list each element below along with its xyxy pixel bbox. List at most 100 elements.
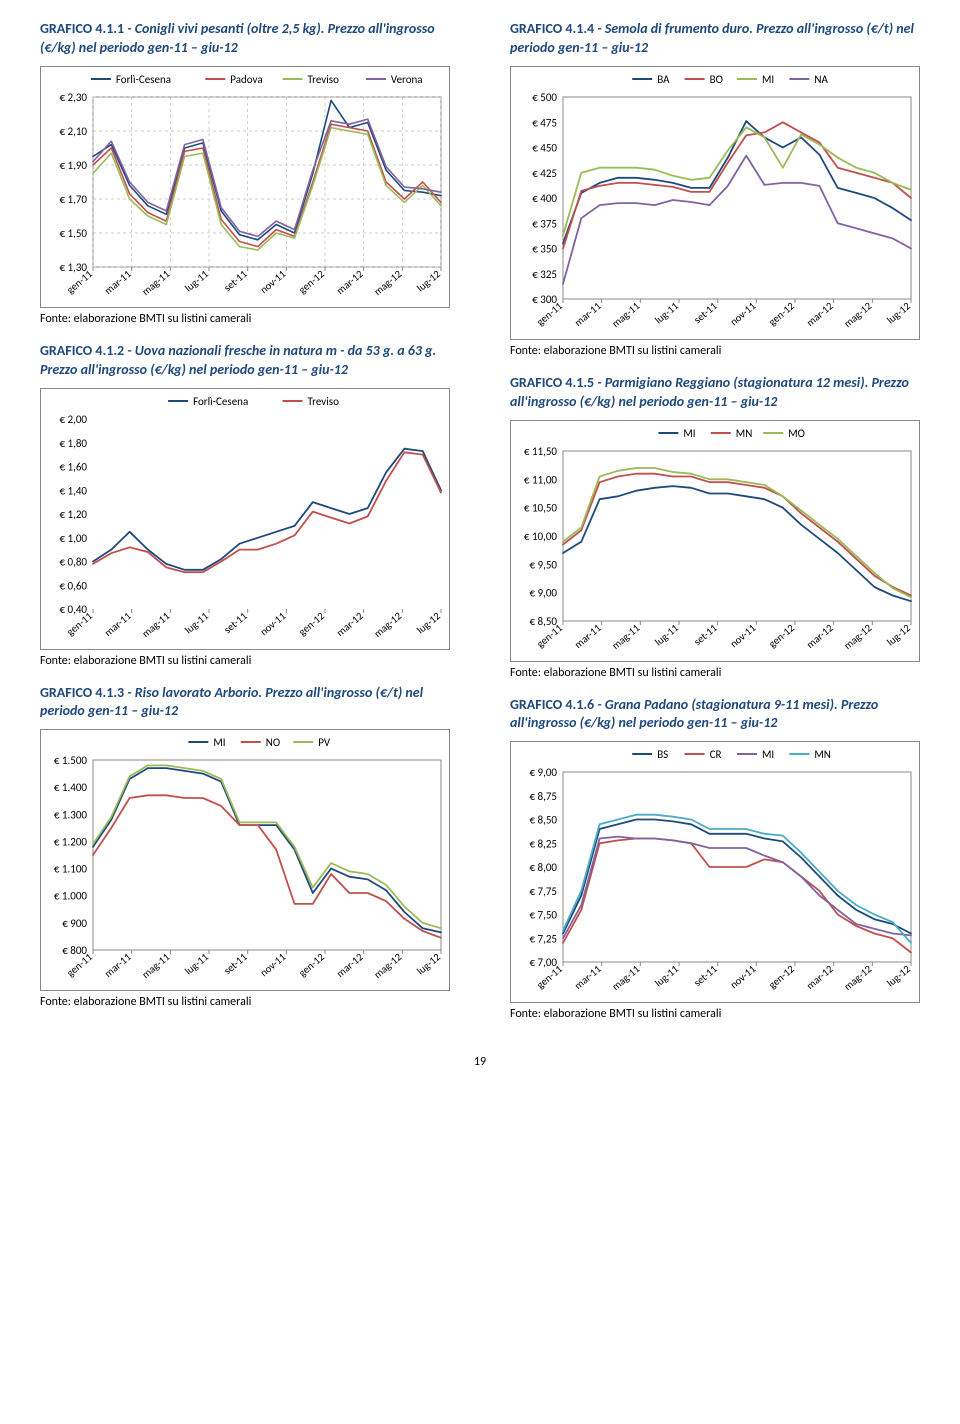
svg-text:NA: NA — [814, 73, 828, 86]
svg-text:€ 1.200: € 1.200 — [54, 836, 88, 849]
svg-text:mag-11: mag-11 — [609, 621, 642, 652]
svg-text:set-11: set-11 — [691, 963, 720, 990]
svg-text:€ 1.000: € 1.000 — [54, 890, 88, 903]
svg-text:Forlì-Cesena: Forlì-Cesena — [116, 73, 171, 86]
svg-text:MI: MI — [213, 736, 225, 749]
svg-text:lug-12: lug-12 — [884, 963, 913, 990]
svg-text:MI: MI — [762, 73, 774, 86]
svg-text:€ 1.100: € 1.100 — [54, 863, 88, 876]
svg-text:mag-12: mag-12 — [371, 951, 404, 982]
svg-text:€ 8,25: € 8,25 — [529, 838, 557, 851]
svg-text:gen-12: gen-12 — [296, 267, 327, 296]
svg-text:set-11: set-11 — [221, 609, 250, 636]
svg-text:lug-12: lug-12 — [884, 621, 913, 648]
svg-text:nov-11: nov-11 — [257, 267, 288, 296]
svg-text:mar-11: mar-11 — [102, 267, 134, 297]
svg-text:Treviso: Treviso — [308, 395, 340, 408]
source-2: Fonte: elaborazione BMTI su listini came… — [40, 654, 450, 668]
svg-text:lug-11: lug-11 — [652, 621, 681, 648]
svg-text:MN: MN — [736, 427, 753, 440]
svg-text:mag-11: mag-11 — [139, 267, 172, 298]
svg-text:mag-11: mag-11 — [609, 963, 642, 994]
svg-text:mag-11: mag-11 — [139, 951, 172, 982]
svg-text:CR: CR — [710, 748, 722, 761]
svg-text:€ 325: € 325 — [532, 268, 557, 281]
svg-text:€ 7,75: € 7,75 — [529, 885, 557, 898]
svg-text:gen-12: gen-12 — [766, 621, 797, 650]
svg-text:lug-11: lug-11 — [652, 299, 681, 326]
svg-text:mag-12: mag-12 — [841, 963, 874, 994]
svg-text:set-11: set-11 — [691, 299, 720, 326]
svg-text:€ 1,20: € 1,20 — [59, 508, 87, 521]
svg-text:lug-11: lug-11 — [182, 267, 211, 294]
svg-text:€ 1.500: € 1.500 — [54, 754, 88, 767]
svg-text:€ 0,80: € 0,80 — [59, 555, 87, 568]
chart-6: € 9,00€ 8,75€ 8,50€ 8,25€ 8,00€ 7,75€ 7,… — [510, 741, 920, 1003]
svg-text:lug-12: lug-12 — [414, 609, 443, 636]
chart-title-5: GRAFICO 4.1.5 - Parmigiano Reggiano (sta… — [510, 374, 920, 412]
svg-text:mar-12: mar-12 — [334, 267, 366, 297]
svg-text:mar-11: mar-11 — [572, 963, 604, 993]
svg-text:€ 1,50: € 1,50 — [59, 227, 87, 240]
svg-text:€ 1,70: € 1,70 — [59, 193, 87, 206]
chart-2: € 2,00€ 1,80€ 1,60€ 1,40€ 1,20€ 1,00€ 0,… — [40, 388, 450, 650]
svg-text:Treviso: Treviso — [308, 73, 340, 86]
svg-text:lug-11: lug-11 — [652, 963, 681, 990]
chart-4: € 500€ 475€ 450€ 425€ 400€ 375€ 350€ 325… — [510, 66, 920, 340]
source-5: Fonte: elaborazione BMTI su listini came… — [510, 666, 920, 680]
svg-text:BS: BS — [657, 748, 668, 761]
chart-title-6: GRAFICO 4.1.6 - Grana Padano (stagionatu… — [510, 696, 920, 734]
svg-text:nov-11: nov-11 — [727, 621, 758, 650]
svg-text:nov-11: nov-11 — [257, 951, 288, 980]
svg-text:gen-12: gen-12 — [766, 299, 797, 328]
svg-text:BA: BA — [657, 73, 670, 86]
svg-text:mar-11: mar-11 — [572, 621, 604, 651]
svg-text:mar-12: mar-12 — [804, 963, 836, 993]
svg-text:€ 2,30: € 2,30 — [59, 91, 87, 104]
svg-text:€ 475: € 475 — [532, 116, 557, 129]
svg-text:€ 400: € 400 — [532, 192, 557, 205]
svg-text:lug-11: lug-11 — [182, 951, 211, 978]
svg-text:BO: BO — [710, 73, 723, 86]
svg-text:MI: MI — [683, 427, 695, 440]
chart-title-3: GRAFICO 4.1.3 - Riso lavorato Arborio. P… — [40, 684, 450, 722]
svg-text:mag-12: mag-12 — [371, 609, 404, 640]
svg-text:mag-11: mag-11 — [609, 299, 642, 330]
source-6: Fonte: elaborazione BMTI su listini came… — [510, 1007, 920, 1021]
svg-text:Verona: Verona — [391, 73, 423, 86]
svg-text:nov-11: nov-11 — [727, 963, 758, 992]
svg-text:€ 1,60: € 1,60 — [59, 460, 87, 473]
svg-text:MN: MN — [814, 748, 831, 761]
svg-text:mag-12: mag-12 — [371, 267, 404, 298]
chart-5: € 11,50€ 11,00€ 10,50€ 10,00€ 9,50€ 9,00… — [510, 420, 920, 662]
svg-text:lug-12: lug-12 — [414, 267, 443, 294]
chart-title-1: GRAFICO 4.1.1 - Conigli vivi pesanti (ol… — [40, 20, 450, 58]
svg-text:gen-12: gen-12 — [296, 951, 327, 980]
svg-text:€ 425: € 425 — [532, 167, 557, 180]
svg-text:mar-11: mar-11 — [572, 299, 604, 329]
svg-text:€ 2,10: € 2,10 — [59, 125, 87, 138]
svg-text:€ 500: € 500 — [532, 91, 557, 104]
svg-text:gen-12: gen-12 — [296, 609, 327, 638]
svg-text:€ 11,50: € 11,50 — [524, 445, 558, 458]
svg-text:€ 1,00: € 1,00 — [59, 531, 87, 544]
chart-1: € 2,30€ 2,10€ 1,90€ 1,70€ 1,50€ 1,30gen-… — [40, 66, 450, 308]
svg-text:mar-12: mar-12 — [804, 621, 836, 651]
svg-text:mag-11: mag-11 — [139, 609, 172, 640]
svg-text:€ 10,00: € 10,00 — [524, 530, 558, 543]
svg-text:mar-11: mar-11 — [102, 951, 134, 981]
svg-text:gen-12: gen-12 — [766, 963, 797, 992]
svg-text:€ 8,50: € 8,50 — [529, 814, 557, 827]
svg-text:MI: MI — [762, 748, 774, 761]
svg-text:lug-12: lug-12 — [414, 951, 443, 978]
svg-text:nov-11: nov-11 — [727, 299, 758, 328]
source-3: Fonte: elaborazione BMTI su listini came… — [40, 995, 450, 1009]
svg-text:€ 8,00: € 8,00 — [529, 861, 557, 874]
source-4: Fonte: elaborazione BMTI su listini came… — [510, 344, 920, 358]
svg-text:mar-12: mar-12 — [804, 299, 836, 329]
chart-3: € 1.500€ 1.400€ 1.300€ 1.200€ 1.100€ 1.0… — [40, 729, 450, 991]
svg-text:mar-11: mar-11 — [102, 609, 134, 639]
chart-title-4: GRAFICO 4.1.4 - Semola di frumento duro.… — [510, 20, 920, 58]
svg-text:€ 1,40: € 1,40 — [59, 484, 87, 497]
source-1: Fonte: elaborazione BMTI su listini came… — [40, 312, 450, 326]
